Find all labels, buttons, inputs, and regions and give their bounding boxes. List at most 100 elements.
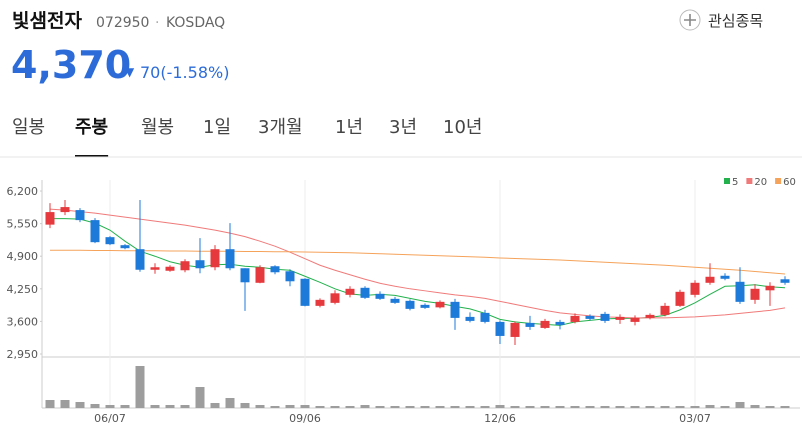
legend-swatch: [746, 178, 753, 184]
volume-bar: [540, 406, 550, 408]
y-tick-label: 4,900: [7, 250, 39, 263]
candle-body: [510, 322, 520, 337]
plus-sign: [684, 14, 696, 26]
candle-body: [105, 237, 115, 245]
candle-body: [480, 312, 490, 322]
volume-bar: [600, 406, 610, 408]
ma-line: [50, 218, 786, 326]
volume-bar: [195, 387, 205, 408]
candle-body: [390, 298, 400, 303]
volume-bar: [690, 406, 700, 408]
volume-bar: [150, 405, 160, 408]
tab[interactable]: 1일: [203, 117, 231, 138]
legend-label: 60: [783, 177, 796, 188]
volume-bar: [165, 405, 175, 408]
volume-bar: [510, 406, 520, 408]
tab[interactable]: 3년: [389, 117, 417, 138]
candle-body: [240, 268, 250, 283]
candle-body: [765, 285, 775, 291]
candle-body: [120, 245, 130, 249]
candle-body: [435, 301, 445, 308]
volume-bar: [645, 406, 655, 408]
volume-bar: [375, 406, 385, 408]
candle-body: [555, 321, 565, 325]
candle-body: [720, 275, 730, 279]
watch-button[interactable]: 관심종목: [679, 9, 763, 31]
volume-bar: [120, 405, 130, 408]
legend-swatch: [775, 178, 782, 184]
separator: ·: [155, 15, 159, 31]
x-tick-label: 06/07: [94, 412, 126, 425]
candle-body: [285, 271, 295, 282]
volume-bar: [660, 406, 670, 408]
candle-body: [465, 316, 475, 321]
candle-body: [570, 315, 580, 322]
volume-bar: [225, 398, 235, 408]
ma-line: [49, 208, 786, 319]
volume-bar: [255, 405, 265, 408]
volume-bar: [315, 406, 325, 408]
volume-bar: [330, 406, 340, 408]
volume-bar: [285, 405, 295, 408]
candle-body: [255, 267, 265, 283]
tab[interactable]: 3개월: [258, 117, 303, 138]
volume-bar: [435, 406, 445, 408]
price-change: 70(-1.58%): [140, 63, 229, 82]
market: KOSDAQ: [166, 15, 225, 31]
candle-body: [60, 207, 70, 213]
volume-bar: [735, 402, 745, 408]
candle-body: [675, 291, 685, 306]
candle-body: [735, 281, 745, 302]
candle-body: [540, 320, 550, 328]
candle-body: [645, 314, 655, 318]
candle-body: [405, 300, 415, 309]
volume-bar: [300, 405, 310, 408]
volume-bar: [270, 406, 280, 408]
volume-bar: [570, 406, 580, 408]
stock-name: 빛샘전자: [12, 10, 82, 32]
candle-body: [210, 249, 220, 268]
candle-body: [660, 305, 670, 315]
volume-bar: [465, 406, 475, 408]
legend-swatch: [724, 178, 730, 184]
candle-body: [780, 279, 790, 283]
x-tick-label: 03/07: [679, 412, 711, 425]
candle-body: [180, 261, 190, 271]
candle-body: [135, 249, 145, 270]
volume-bar: [180, 405, 190, 408]
tab[interactable]: 일봉: [12, 117, 45, 138]
volume-bar: [525, 406, 535, 408]
candle-body: [690, 282, 700, 295]
volume-bar: [210, 403, 220, 408]
stock-code: 072950: [96, 15, 149, 31]
candle-body: [375, 293, 385, 299]
candle-body: [225, 249, 235, 269]
volume-bar: [495, 405, 505, 408]
change-arrow: ▼: [125, 65, 135, 79]
candle-body: [90, 220, 100, 243]
volume-bar: [780, 406, 790, 408]
watch-label: 관심종목: [708, 12, 763, 30]
candle-body: [330, 293, 340, 303]
volume-bar: [720, 406, 730, 408]
x-tick-label: 09/06: [289, 412, 321, 425]
volume-bar: [45, 400, 55, 408]
tab[interactable]: 월봉: [141, 117, 174, 138]
candle-body: [585, 315, 595, 319]
candle-body: [300, 278, 310, 306]
volume-bar: [390, 406, 400, 408]
legend-label: 5: [732, 177, 738, 188]
tab[interactable]: 주봉: [75, 117, 108, 138]
candle-body: [195, 260, 205, 269]
volume-bar: [630, 406, 640, 408]
tab[interactable]: 10년: [443, 117, 482, 138]
candle-body: [525, 322, 535, 327]
volume-bar: [90, 404, 100, 408]
volume-bar: [240, 403, 250, 408]
tab[interactable]: 1년: [335, 117, 363, 138]
candle-body: [705, 276, 715, 283]
y-tick-label: 2,950: [7, 348, 39, 361]
candle-body: [360, 287, 370, 298]
y-tick-label: 3,600: [7, 315, 39, 328]
